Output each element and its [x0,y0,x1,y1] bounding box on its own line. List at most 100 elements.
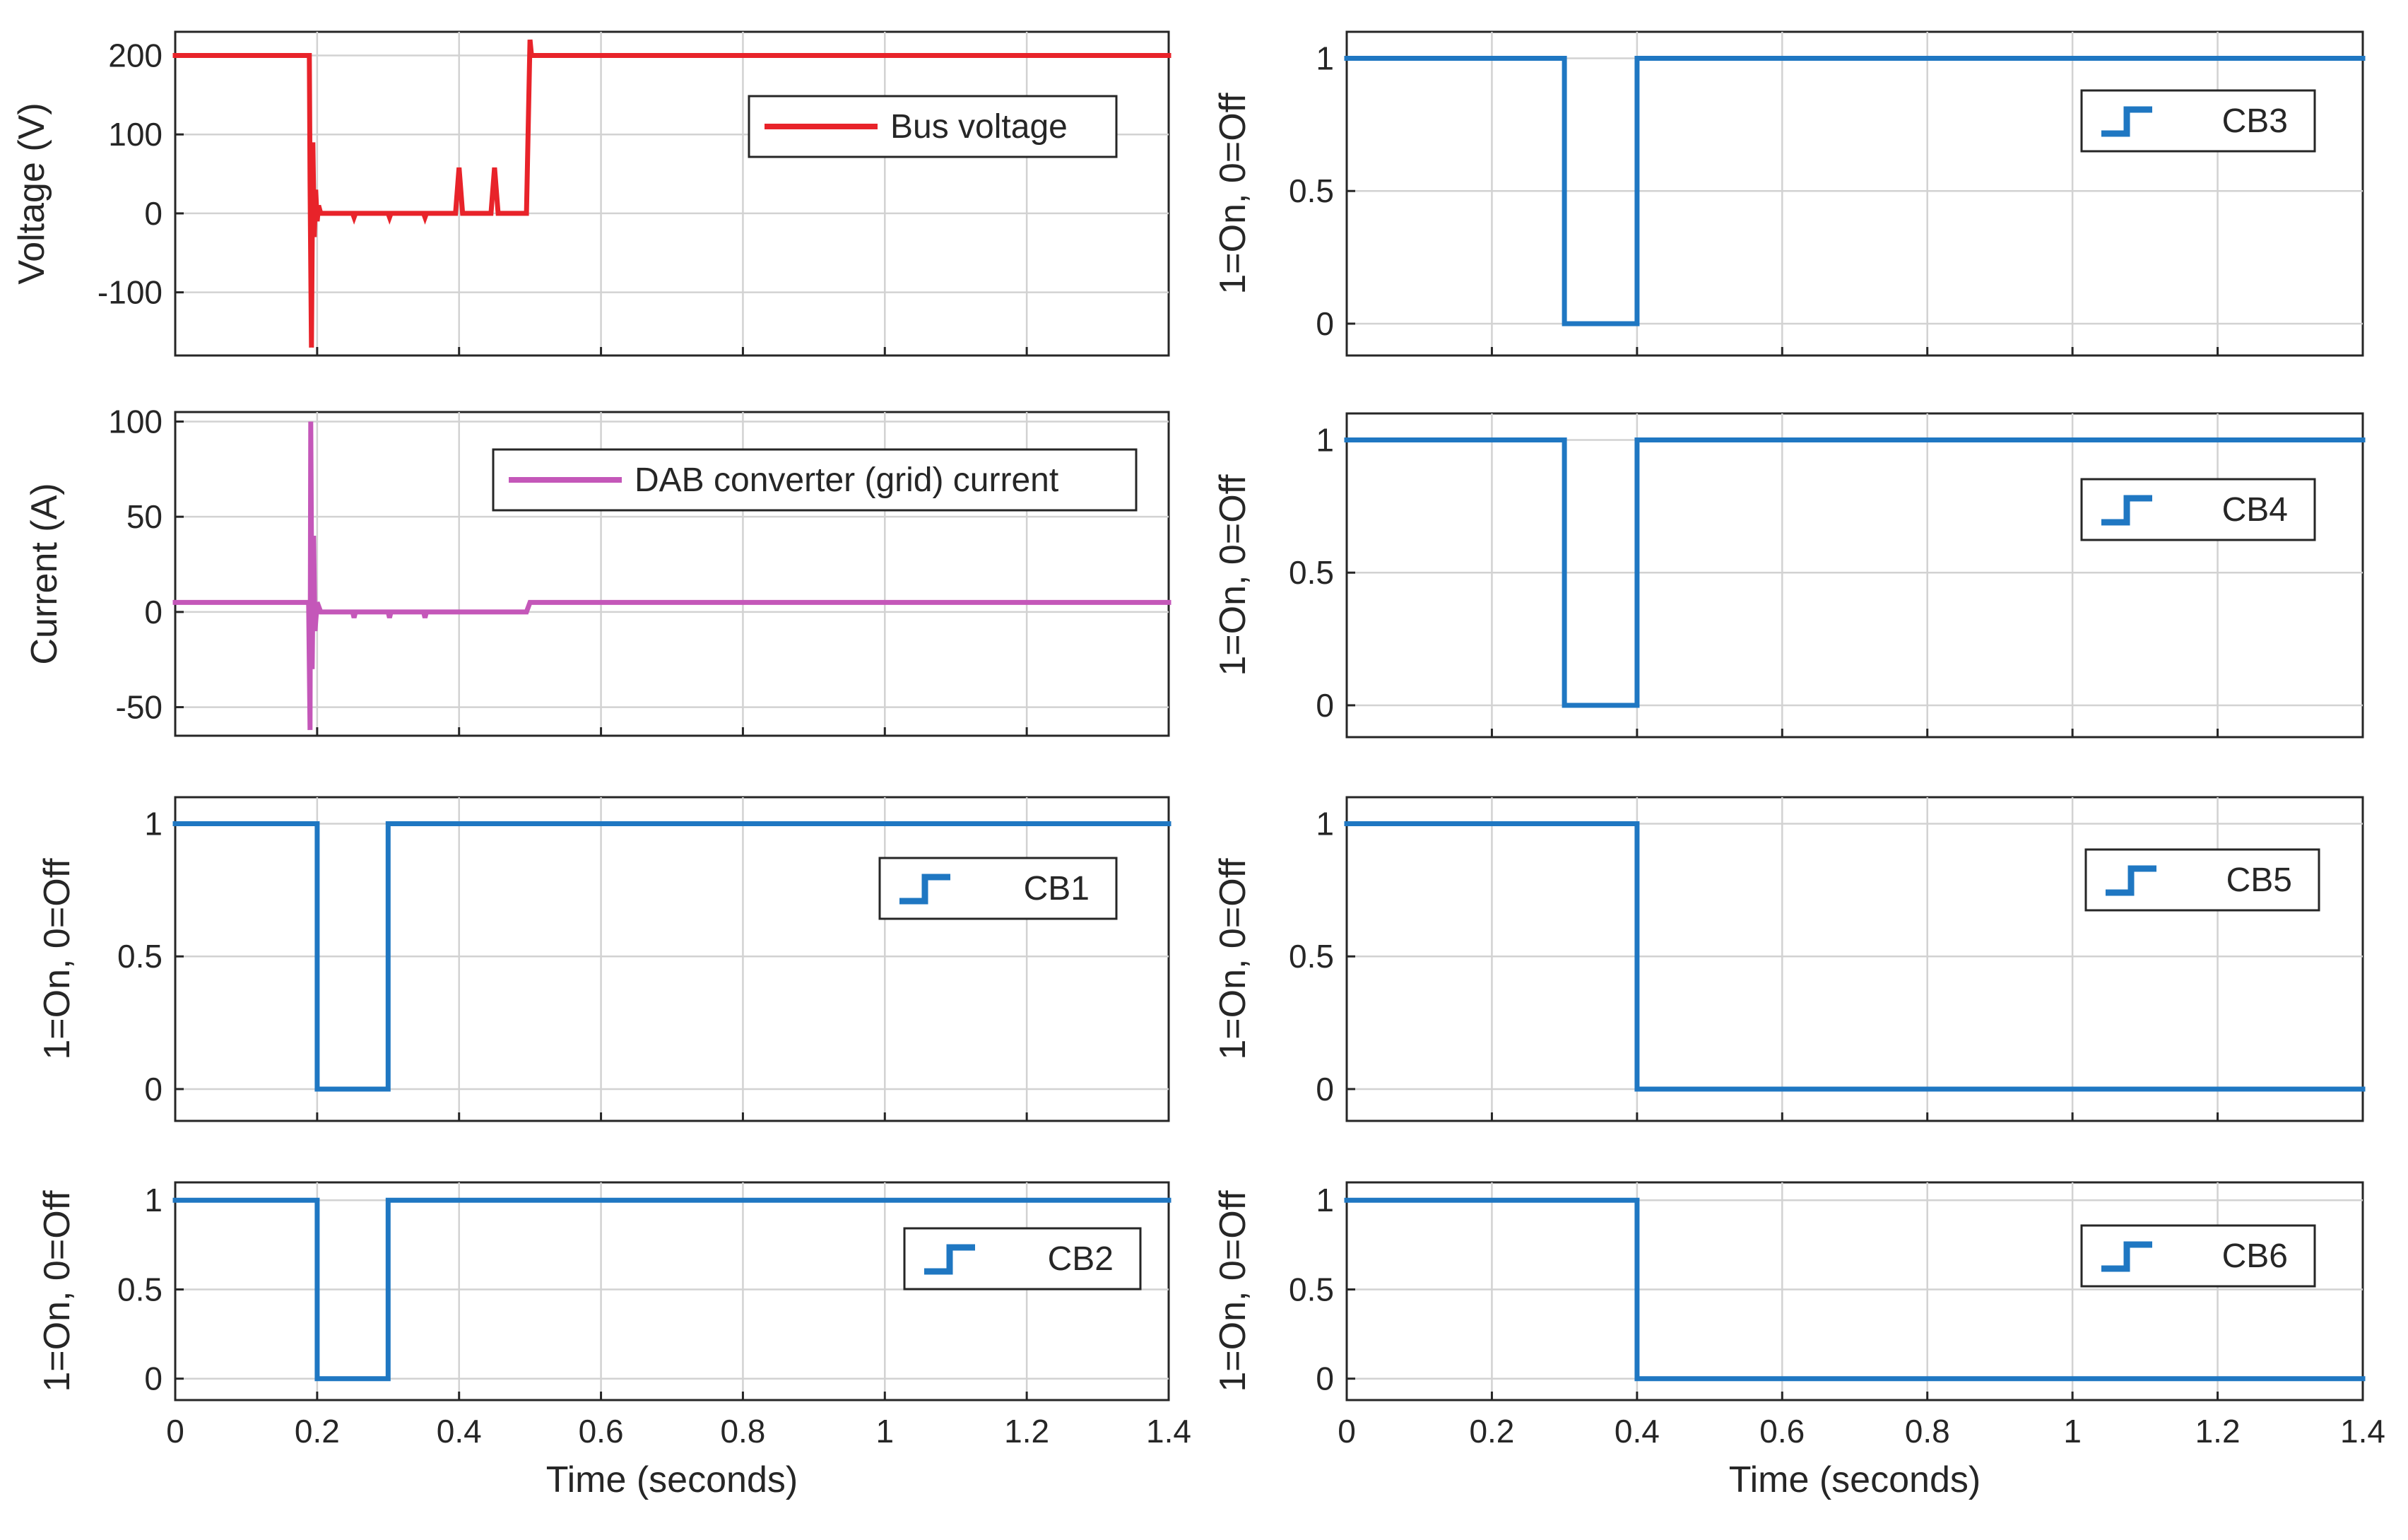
y-tick-label: 1 [144,1182,163,1218]
y-tick-label: 0 [144,1071,163,1107]
series-line-cb3 [1344,56,2366,327]
y-axis-title: Voltage (V) [11,102,52,284]
step-icon [2106,865,2156,896]
panel-bus_voltage: 200 100 0 -100 Voltage (V) Bus voltage [11,30,1171,357]
legend-label: CB2 [1048,1240,1114,1278]
legend-label: Bus voltage [890,108,1068,146]
y-tick-label: 1 [144,806,163,842]
x-tick-label: 0.4 [437,1413,482,1450]
legend: DAB converter (grid) current [492,448,1138,512]
x-tick-label: 0.2 [1469,1413,1514,1450]
legend: CB1 [878,857,1118,920]
y-axis-title: 1=On, 0=Off [1212,1190,1253,1392]
legend: CB6 [2080,1224,2316,1288]
legend-label: CB5 [2226,862,2292,899]
step-icon [924,1244,975,1275]
x-tick-label: 0 [166,1413,184,1450]
y-tick-label: 50 [126,498,163,535]
y-axis-title: 1=On, 0=Off [1212,93,1253,295]
y-tick-label: 0 [1316,305,1334,342]
y-axis-title: 1=On, 0=Off [37,858,78,1060]
x-tick-label: 1 [875,1413,894,1450]
y-tick-label: 0 [144,594,163,630]
series-line-cb4 [1344,437,2366,708]
y-tick-label: 1 [1316,1182,1334,1218]
x-tick-label: 1.4 [1146,1413,1191,1450]
y-tick-label: 0 [1316,1071,1334,1107]
plot-area [1345,30,2364,357]
plot-area [174,796,1170,1122]
panel-dab_current: 100 50 0 -50 Current (A) DAB converter (grid)… [24,403,1171,737]
panel-cb1: 1 0.5 0 1=On, 0=Off CB1 [37,796,1171,1122]
y-tick-label: 1 [1316,422,1334,459]
x-tick-label: 0.6 [579,1413,624,1450]
x-tick-label: 1.4 [2340,1413,2385,1450]
legend-box [2080,89,2316,153]
plot-area [174,1181,1170,1401]
x-tick-label: 0.4 [1615,1413,1660,1450]
y-axis-title: 1=On, 0=Off [1212,858,1253,1060]
plot-area [1345,1181,2364,1401]
y-tick-label: 0.5 [1289,938,1334,975]
y-axis-title: Current (A) [24,483,65,664]
series-line-cb5 [1344,821,2366,1092]
y-tick-label: 200 [108,37,163,74]
legend: CB5 [2084,848,2320,912]
legend-label: CB3 [2222,102,2288,140]
x-tick-label: 1.2 [2195,1413,2241,1450]
panel-cb3: 1 0.5 0 1=On, 0=Off CB3 [1212,30,2366,357]
y-tick-label: -100 [98,274,163,311]
legend-label: CB1 [1024,870,1090,907]
legend-box [903,1227,1142,1291]
step-icon [2101,495,2152,526]
y-tick-label: 1 [1316,40,1334,77]
y-tick-label: 100 [108,116,163,153]
legend-box [2080,478,2316,541]
legend-box [2084,848,2320,912]
y-tick-label: 0.5 [117,1271,163,1307]
y-tick-label: 0.5 [1289,172,1334,209]
step-icon [899,874,950,905]
x-tick-label: 0.8 [720,1413,765,1450]
series-line-cb6 [1344,1197,2366,1382]
step-icon [2101,106,2152,137]
x-tick-label: 0 [1338,1413,1356,1450]
series-line-bus-voltage [172,39,1171,348]
y-tick-label: 0.5 [1289,1271,1334,1307]
x-tick-label: 1 [2063,1413,2082,1450]
legend: CB3 [2080,89,2316,153]
y-tick-label: -50 [116,689,163,726]
panel-cb6: 0 0.2 0.4 0.6 0.8 1 1.2 1.4 1 0.5 0 1=On, 0=Off Time… [1212,1181,2385,1500]
x-tick-label: 0.2 [295,1413,340,1450]
y-axis-title: 1=On, 0=Off [37,1190,78,1392]
x-tick-label: 1.2 [1004,1413,1049,1450]
step-icon [2101,1241,2152,1272]
y-tick-label: 100 [108,403,163,440]
panel-cb2: 0 0.2 0.4 0.6 0.8 1 1.2 1.4 1 0.5 0 1=On, 0=Off Time… [37,1181,1191,1500]
panel-cb4: 1 0.5 0 1=On, 0=Off CB4 [1212,412,2366,739]
x-tick-label: 0.8 [1905,1413,1950,1450]
x-tick-label: 0.6 [1759,1413,1805,1450]
legend-label: DAB converter (grid) current [635,462,1058,499]
panel-cb5: 1 0.5 0 1=On, 0=Off CB5 [1212,796,2366,1122]
y-tick-label: 0 [1316,1360,1334,1397]
y-tick-label: 0.5 [1289,554,1334,591]
series-line-cb1 [172,821,1171,1092]
y-axis-title: 1=On, 0=Off [1212,474,1253,676]
x-axis-title: Time (seconds) [1729,1459,1981,1500]
y-tick-label: 0 [144,1360,163,1397]
legend-label: CB4 [2222,491,2288,529]
y-tick-label: 0 [144,195,163,232]
legend: CB4 [2080,478,2316,541]
plot-area [1345,412,2364,739]
series-line-cb2 [172,1197,1171,1382]
y-tick-label: 1 [1316,806,1334,842]
x-axis-title: Time (seconds) [546,1459,798,1500]
y-tick-label: 0.5 [117,938,163,975]
legend: Bus voltage [748,95,1118,158]
legend: CB2 [903,1227,1142,1291]
plot-area [174,30,1170,357]
legend-box [878,857,1118,920]
legend-box [2080,1224,2316,1288]
